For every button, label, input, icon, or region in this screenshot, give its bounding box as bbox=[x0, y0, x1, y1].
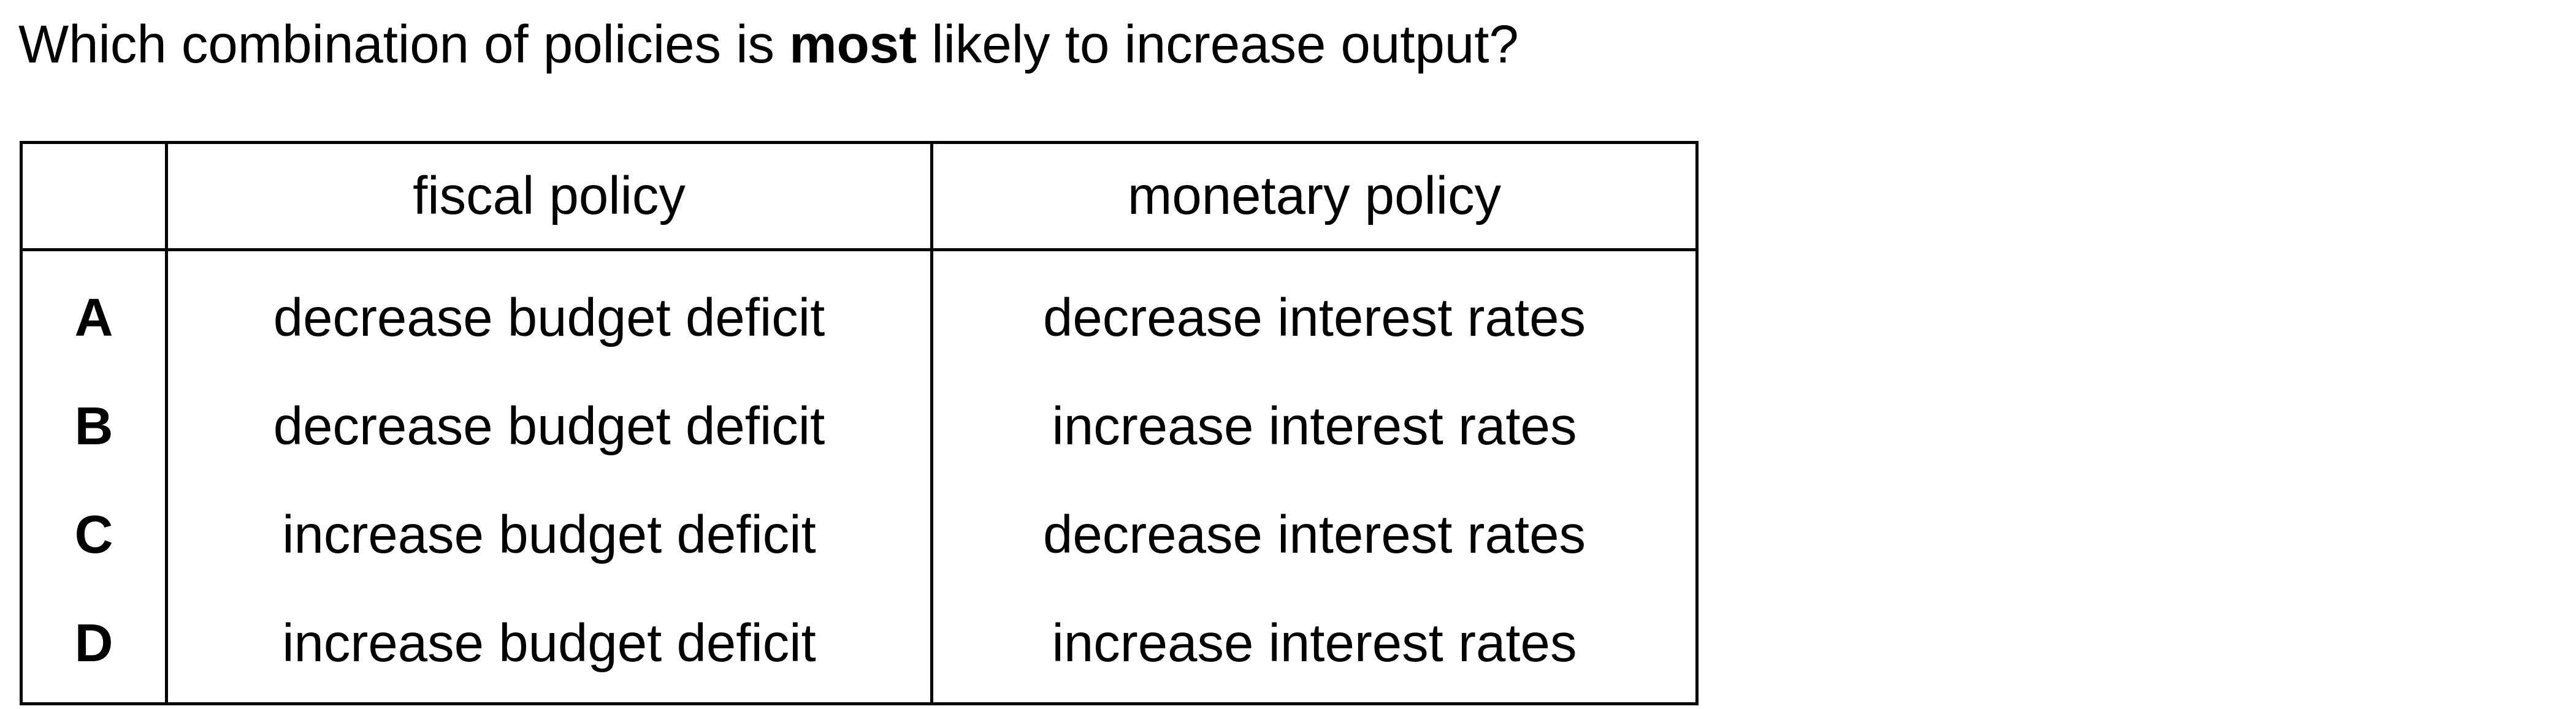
header-monetary-policy: monetary policy bbox=[930, 141, 1699, 251]
option-row-c: C increase budget deficit decrease inter… bbox=[20, 480, 1699, 589]
monetary-policy-cell: increase interest rates bbox=[930, 589, 1699, 705]
option-row-b: B decrease budget deficit increase inter… bbox=[20, 372, 1699, 480]
question-suffix: likely to increase output? bbox=[917, 15, 1519, 74]
options-table: fiscal policy monetary policy A decrease… bbox=[20, 141, 1699, 705]
monetary-policy-cell: increase interest rates bbox=[930, 372, 1699, 480]
table-header-row: fiscal policy monetary policy bbox=[20, 141, 1699, 251]
fiscal-policy-cell: decrease budget deficit bbox=[165, 249, 933, 372]
option-letter: B bbox=[20, 372, 168, 480]
monetary-policy-cell: decrease interest rates bbox=[930, 249, 1699, 372]
header-letter-cell bbox=[20, 141, 168, 251]
fiscal-policy-cell: increase budget deficit bbox=[165, 589, 933, 705]
option-row-d: D increase budget deficit increase inter… bbox=[20, 589, 1699, 705]
monetary-policy-cell: decrease interest rates bbox=[930, 480, 1699, 589]
fiscal-policy-cell: increase budget deficit bbox=[165, 480, 933, 589]
option-letter: C bbox=[20, 480, 168, 589]
option-letter: A bbox=[20, 249, 168, 372]
option-letter: D bbox=[20, 589, 168, 705]
header-fiscal-policy: fiscal policy bbox=[165, 141, 933, 251]
question-emphasis: most bbox=[789, 15, 917, 74]
question-text: Which combination of policies is most li… bbox=[18, 11, 1519, 78]
fiscal-policy-cell: decrease budget deficit bbox=[165, 372, 933, 480]
question-prefix: Which combination of policies is bbox=[18, 15, 790, 74]
option-row-a: A decrease budget deficit decrease inter… bbox=[20, 249, 1699, 372]
